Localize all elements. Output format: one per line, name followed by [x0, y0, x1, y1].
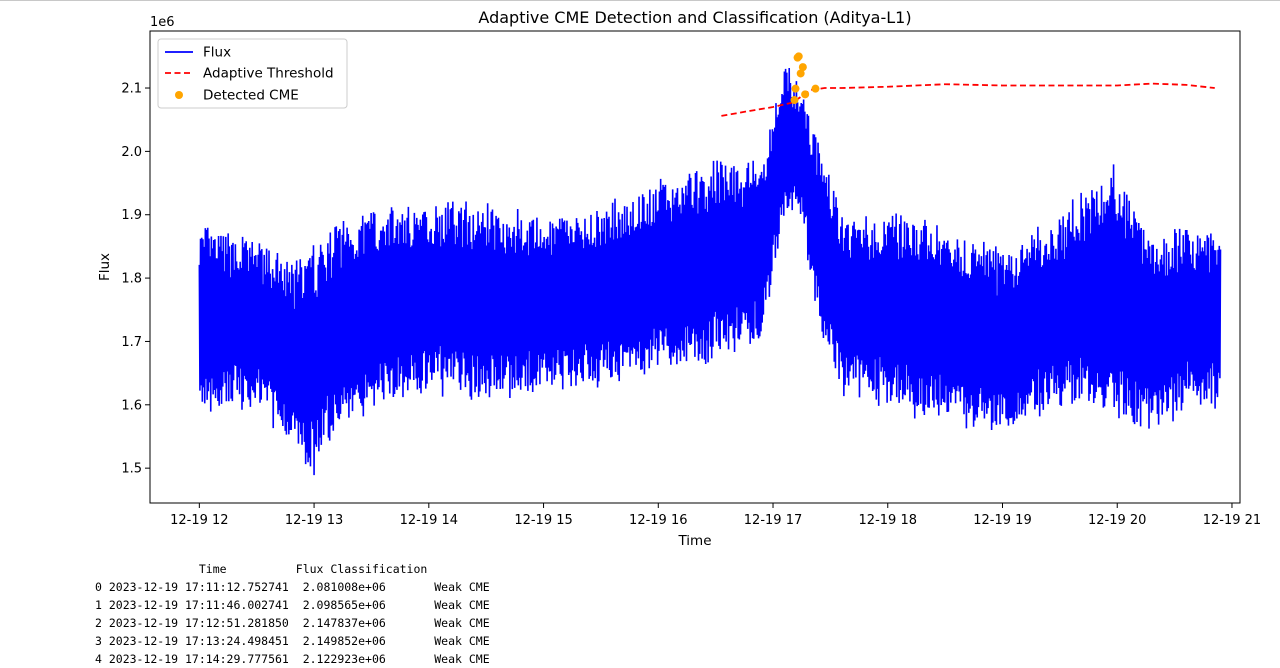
- table-row: 4 2023-12-19 17:14:29.777561 2.122923e+0…: [95, 652, 490, 666]
- table-row: 2 2023-12-19 17:12:51.281850 2.147837e+0…: [95, 616, 490, 630]
- chart: 12-19 12 12-19 13 12-19 14 12-19 15 12-19 16…: [97, 8, 1261, 549]
- x-tick-label: 12-19 14: [400, 513, 458, 528]
- y-tick-label: 1.5: [121, 462, 142, 477]
- table-row: 0 2023-12-19 17:11:12.752741 2.081008e+0…: [95, 580, 490, 594]
- cme-point: [790, 96, 799, 105]
- cme-point: [801, 90, 810, 99]
- x-axis-label: Time: [677, 533, 711, 549]
- table-row: 3 2023-12-19 17:13:24.498451 2.149852e+0…: [95, 634, 490, 648]
- legend-cme-label: Detected CME: [203, 88, 299, 104]
- y-axis-offset-label: 1e6: [150, 15, 175, 30]
- cme-point: [811, 84, 820, 93]
- table-row: 1 2023-12-19 17:11:46.002741 2.098565e+0…: [95, 598, 490, 612]
- legend-threshold-label: Adaptive Threshold: [203, 66, 334, 82]
- threshold-series-line: [721, 82, 1215, 117]
- y-axis-label: Flux: [97, 253, 113, 281]
- y-tick-label: 1.8: [121, 272, 142, 287]
- x-tick-label: 12-19 18: [859, 513, 917, 528]
- x-tick-label: 12-19 15: [514, 513, 572, 528]
- cme-point: [798, 63, 807, 72]
- cme-point: [791, 84, 800, 93]
- legend-flux-label: Flux: [203, 45, 231, 61]
- y-tick-label: 1.7: [121, 335, 142, 350]
- x-tick-label: 12-19 19: [973, 513, 1031, 528]
- top-border: [0, 0, 1280, 1]
- y-tick-label: 2.1: [121, 82, 142, 97]
- axes: 12-19 12 12-19 13 12-19 14 12-19 15 12-19 16…: [121, 82, 1261, 528]
- legend: Flux Adaptive Threshold Detected CME: [157, 38, 348, 109]
- plot-data: [198, 52, 1222, 476]
- y-tick-label: 1.9: [121, 208, 142, 223]
- x-tick-label: 12-19 20: [1088, 513, 1146, 528]
- x-tick-label: 12-19 16: [629, 513, 687, 528]
- x-tick-label: 12-19 12: [170, 513, 228, 528]
- results-table: Time Flux Classification 0 2023-12-19 17:…: [95, 560, 490, 668]
- x-tick-label: 12-19 21: [1203, 513, 1261, 528]
- chart-title: Adaptive CME Detection and Classificatio…: [478, 8, 911, 27]
- y-tick-label: 1.6: [121, 398, 142, 413]
- legend-box: [157, 38, 348, 109]
- y-tick-label: 2.0: [121, 145, 142, 160]
- flux-series-line: [198, 67, 1222, 476]
- chart-svg: 12-19 12 12-19 13 12-19 14 12-19 15 12-19 16…: [97, 8, 1261, 549]
- x-tick-label: 12-19 17: [744, 513, 802, 528]
- cme-point: [796, 69, 805, 78]
- x-tick-label: 12-19 13: [285, 513, 343, 528]
- table-header: Time Flux Classification: [95, 562, 428, 576]
- plot-frame: [149, 30, 1241, 504]
- legend-cme-swatch: [175, 91, 183, 99]
- cme-point: [794, 52, 803, 61]
